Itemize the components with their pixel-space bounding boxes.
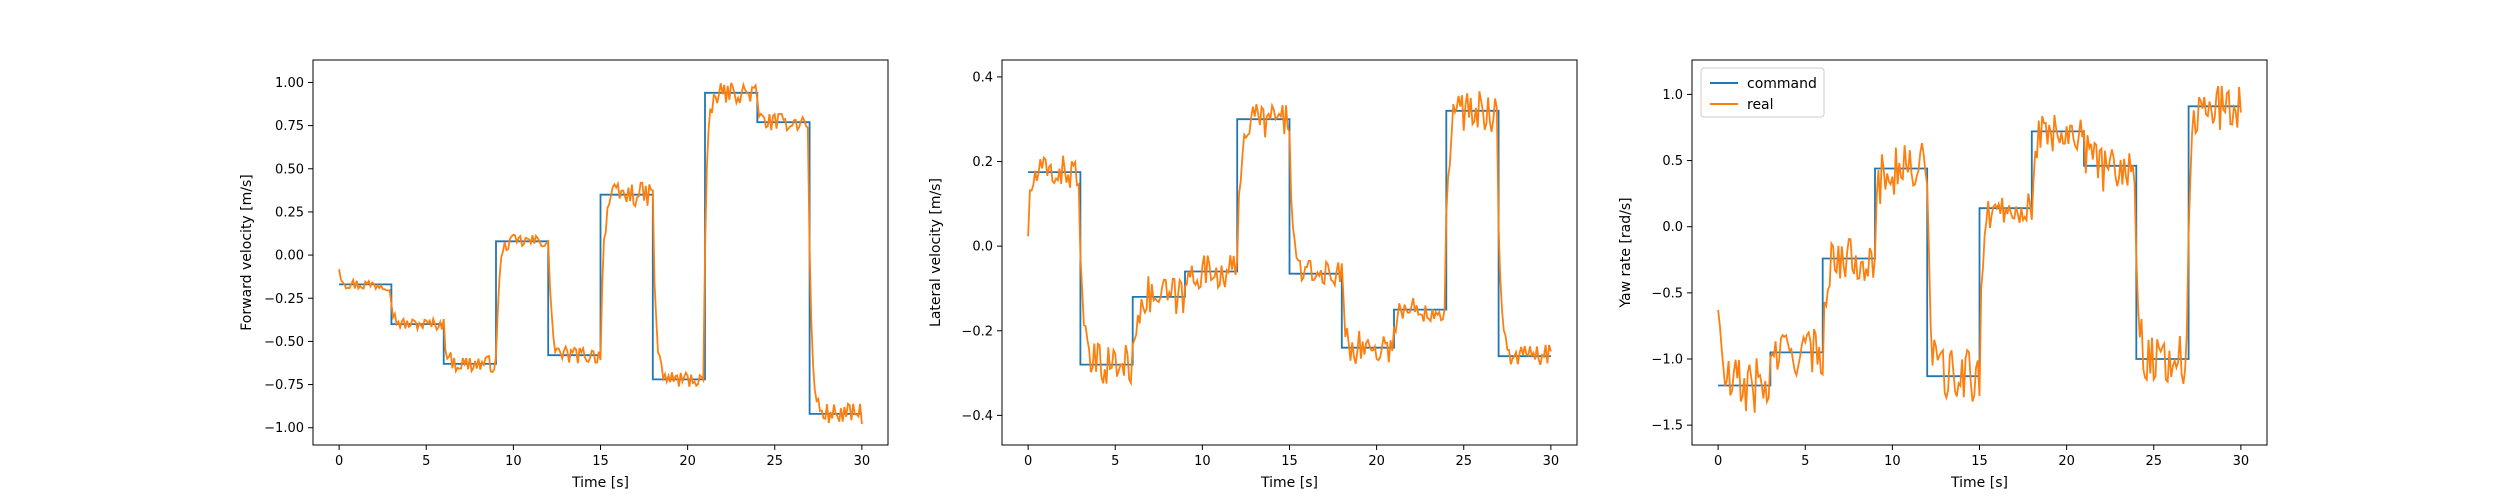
x-axis-label: Time [s] [1950,475,2008,491]
y-tick-label: 0.0 [1662,220,1683,235]
chart-1: 0 5 10 15 20 25 30 −1.00 −0.75 −0.50 −0.25 0.00 0.25… [239,59,889,491]
x-tick-label: 20 [1368,454,1385,469]
y-tick-label: 0.0 [972,240,993,255]
legend-label-command: command [1747,76,1817,92]
y-tick-label: 0.50 [275,162,304,177]
y-tick-label: −0.25 [264,292,304,307]
x-tick-label: 20 [2058,454,2075,469]
x-tick-label: 0 [335,454,343,469]
x-axis-label: Time [s] [571,475,629,491]
x-tick-label: 5 [1111,454,1119,469]
x-tick-label: 0 [1024,454,1032,469]
y-tick-label: 0.25 [275,205,304,220]
y-tick-label: 1.0 [1662,88,1683,103]
y-tick-label: −1.0 [1651,353,1683,368]
x-tick-label: 25 [2145,454,2162,469]
x-tick-label: 15 [592,454,609,469]
x-tick-label: 0 [1714,454,1722,469]
y-tick-label: −0.2 [961,324,993,339]
x-tick-label: 10 [1884,454,1901,469]
x-tick-label: 30 [2233,454,2250,469]
y-tick-label: −0.50 [264,335,304,350]
x-tick-label: 25 [766,454,783,469]
series-real-line [338,81,863,425]
y-tick-label: 0.5 [1662,154,1683,169]
chart-3: 0 5 10 15 20 25 30 −1.5 −1.0 −0.5 0.0 0.5 1.0 Time [s… [1618,59,2268,491]
x-tick-label: 20 [679,454,696,469]
x-tick-label: 30 [1543,454,1560,469]
chart-2: 0 5 10 15 20 25 30 −0.4 −0.2 0.0 0.2 0.4 Time [s] Lat… [928,59,1578,491]
y-tick-label: −1.00 [264,421,304,436]
y-tick-label: 0.4 [972,70,993,85]
y-tick-label: 0.00 [275,249,304,264]
x-tick-label: 15 [1971,454,1988,469]
y-tick-label: 0.2 [972,155,993,170]
x-axis-label: Time [s] [1260,475,1318,491]
y-axis-label: Forward velocity [m/s] [239,174,255,331]
series-real-line [1717,85,2242,413]
y-tick-label: −1.5 [1651,419,1683,434]
y-axis-label: Yaw rate [rad/s] [1618,197,1634,308]
x-tick-label: 5 [1801,454,1809,469]
x-tick-label: 25 [1455,454,1472,469]
y-tick-label: 0.75 [275,119,304,134]
legend: command real [1700,67,1825,118]
y-axis-label: Lateral velocity [m/s] [928,178,944,327]
x-tick-label: 30 [854,454,871,469]
x-tick-label: 15 [1281,454,1298,469]
legend-label-real: real [1747,97,1774,113]
x-tick-label: 10 [1194,454,1211,469]
y-tick-label: 1.00 [275,76,304,91]
series-real-line [1027,91,1552,387]
y-tick-label: −0.4 [961,409,993,424]
x-tick-label: 10 [505,454,522,469]
y-tick-label: −0.75 [264,378,304,393]
series-command-line [339,91,862,415]
x-tick-label: 5 [422,454,430,469]
y-tick-label: −0.5 [1651,286,1683,301]
